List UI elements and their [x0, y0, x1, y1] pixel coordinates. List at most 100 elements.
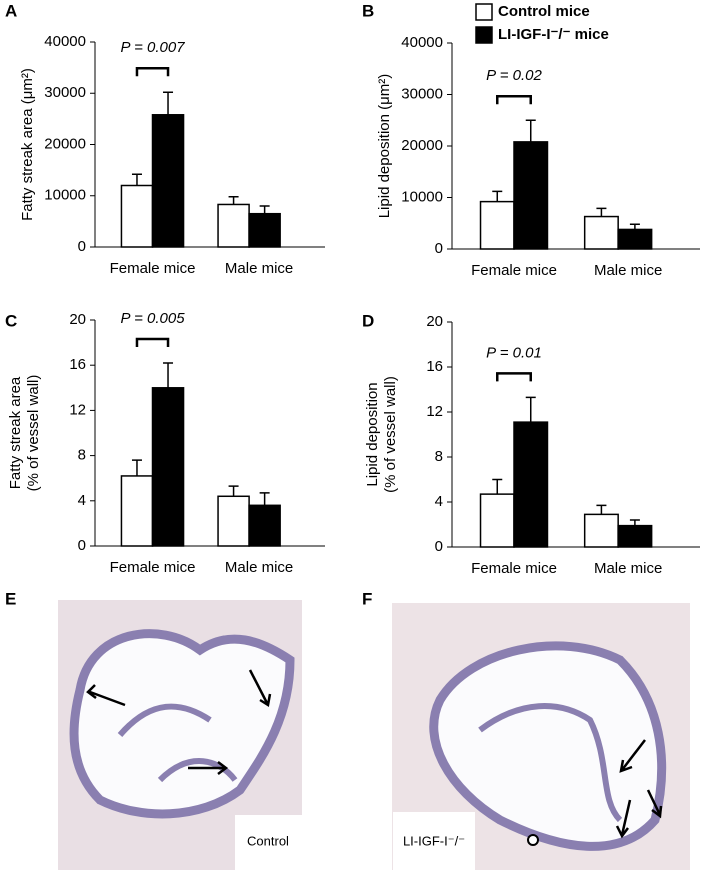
- bar: [248, 212, 281, 248]
- bar: [120, 184, 154, 248]
- y-axis-label: Fatty streak area: [7, 376, 24, 489]
- y-tick-label: 0: [78, 537, 86, 554]
- y-axis-label: Lipid deposition (μm²): [376, 74, 393, 219]
- error-bar: [629, 223, 640, 230]
- legend-swatch: [475, 26, 493, 44]
- panel-label: B: [362, 1, 374, 20]
- error-bar: [596, 504, 607, 515]
- vessel-wall: [69, 629, 295, 819]
- y-tick-label: 40000: [44, 33, 86, 50]
- panel-label: A: [5, 1, 17, 20]
- bar: [120, 475, 154, 547]
- bar: [583, 513, 619, 548]
- legend-swatch: [475, 3, 493, 21]
- annotation: P = 0.01: [486, 344, 542, 361]
- x-tick-label: Male mice: [594, 262, 662, 279]
- bar: [479, 493, 515, 548]
- y-tick-label: 20000: [44, 135, 86, 152]
- x-tick-label: Male mice: [225, 559, 293, 576]
- significance-bracket: [135, 337, 170, 347]
- error-bar: [259, 492, 270, 506]
- chart: C Fatty streak area (% of vessel wall) 0 4 8 1…: [5, 310, 325, 576]
- error-bar: [259, 205, 270, 214]
- bar: [583, 215, 619, 250]
- vessel-wall: [429, 641, 667, 851]
- y-axis-label: Fatty streak area (μm²): [19, 68, 36, 221]
- bar: [617, 524, 653, 548]
- y-tick-label: 20000: [401, 137, 443, 154]
- y-tick-label: 40000: [401, 34, 443, 51]
- y-tick-label: 10000: [401, 188, 443, 205]
- error-bar: [131, 459, 142, 476]
- arrows: [615, 739, 663, 839]
- bar: [217, 495, 250, 547]
- chart: D Lipid deposition (% of vessel wall) 0 4 8 12…: [362, 311, 700, 577]
- error-bar: [596, 207, 607, 217]
- caption-box: [235, 815, 302, 870]
- vessel-fold: [478, 703, 623, 823]
- lumen-marker: [527, 834, 539, 846]
- y-tick-label: 0: [78, 238, 86, 255]
- y-tick-label: 8: [78, 447, 86, 464]
- caption-box: [393, 812, 475, 870]
- y-tick-label: 12: [426, 403, 443, 420]
- legend-label: LI-IGF-I⁻/⁻ mice: [498, 26, 609, 43]
- image-e: Control E: [5, 589, 302, 870]
- panel-label: F: [362, 589, 372, 608]
- y-tick-label: 30000: [44, 84, 86, 101]
- x-tick-label: Female mice: [110, 559, 196, 576]
- bar: [151, 387, 185, 547]
- y-tick-label: 0: [435, 538, 443, 555]
- error-bar: [492, 478, 503, 495]
- x-tick-label: Male mice: [594, 560, 662, 577]
- bar: [248, 504, 281, 547]
- y-axis-label: Lipid deposition: [364, 382, 381, 486]
- bar: [151, 114, 185, 248]
- panel-label: E: [5, 589, 16, 608]
- error-bar: [525, 396, 536, 423]
- y-tick-label: 4: [78, 492, 86, 509]
- panel-label: D: [362, 311, 374, 330]
- x-tick-label: Male mice: [225, 260, 293, 277]
- vessel-fold: [117, 703, 238, 783]
- bar: [479, 200, 515, 250]
- image-caption: LI-IGF-I⁻/⁻: [403, 833, 465, 848]
- error-bar: [163, 91, 174, 115]
- y-tick-label: 10000: [44, 187, 86, 204]
- error-bar: [525, 119, 536, 142]
- bar: [217, 203, 250, 248]
- error-bar: [163, 362, 174, 388]
- error-bar: [492, 190, 503, 202]
- y-axis-label: (% of vessel wall): [382, 376, 399, 493]
- x-tick-label: Female mice: [110, 260, 196, 277]
- error-bar: [228, 196, 239, 205]
- y-tick-label: 16: [69, 356, 86, 373]
- y-tick-label: 4: [435, 493, 443, 510]
- chart: B Lipid deposition (μm²) 0 10000 20000 30000 4…: [362, 1, 700, 279]
- annotation: P = 0.02: [486, 67, 542, 84]
- error-bar: [131, 173, 142, 186]
- annotation: P = 0.005: [120, 310, 185, 327]
- y-tick-label: 0: [435, 240, 443, 257]
- legend-label: Control mice: [498, 3, 590, 20]
- y-tick-label: 12: [69, 401, 86, 418]
- error-bar: [228, 485, 239, 497]
- error-bar: [629, 519, 640, 526]
- bar: [617, 228, 653, 250]
- image-f: LI-IGF-I⁻/⁻ F: [362, 589, 690, 870]
- x-tick-label: Female mice: [471, 560, 557, 577]
- significance-bracket: [496, 372, 532, 382]
- y-tick-label: 30000: [401, 85, 443, 102]
- y-tick-label: 20: [69, 311, 86, 328]
- arrows: [86, 669, 272, 775]
- y-tick-label: 16: [426, 358, 443, 375]
- chart: A Fatty streak area (μm²) 0 10000 20000 30000…: [5, 1, 325, 277]
- bar: [513, 421, 549, 548]
- annotation: P = 0.007: [120, 39, 185, 56]
- bar: [513, 141, 549, 250]
- significance-bracket: [496, 95, 532, 105]
- y-axis-label: (% of vessel wall): [25, 375, 42, 492]
- panel-label: C: [5, 311, 17, 330]
- image-caption: Control: [247, 833, 289, 848]
